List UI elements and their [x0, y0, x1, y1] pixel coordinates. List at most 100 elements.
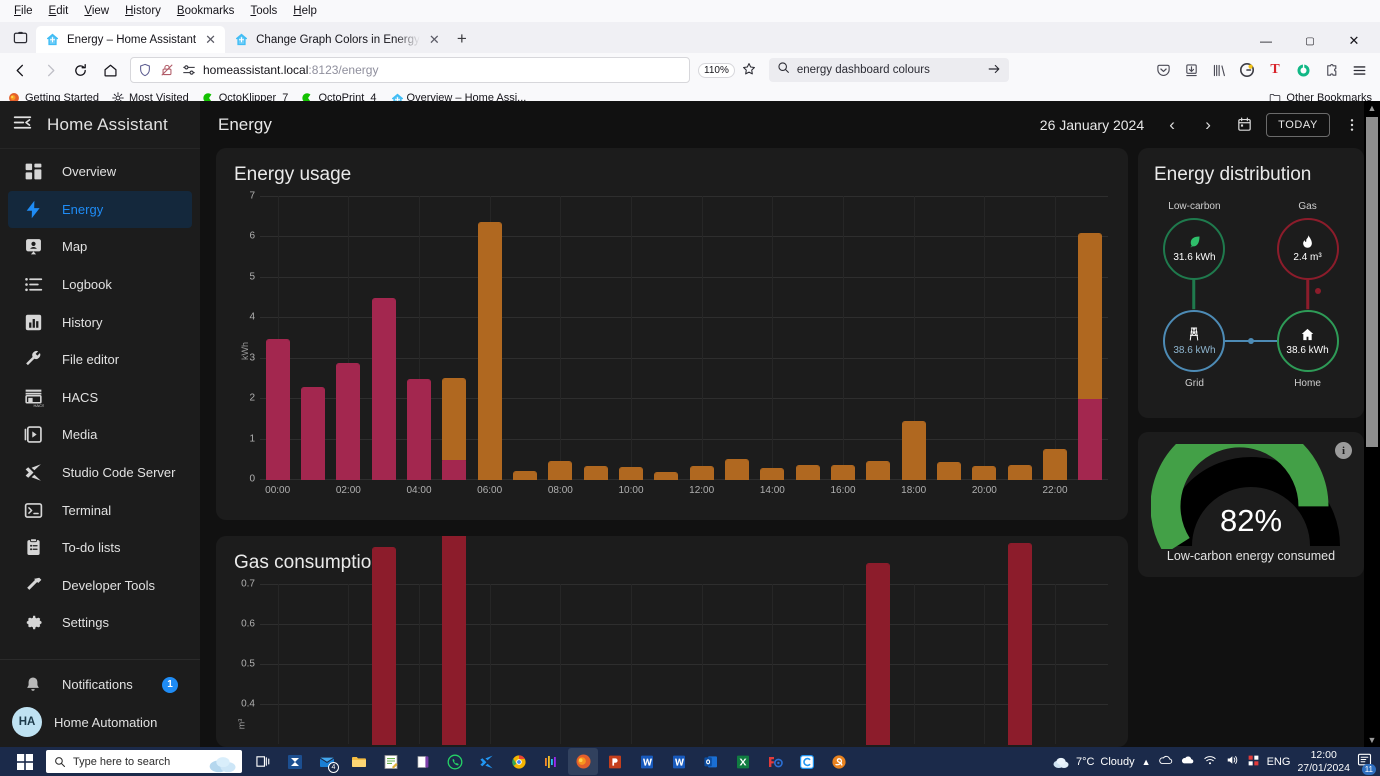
- chart-bar[interactable]: [302, 584, 324, 744]
- library-icon[interactable]: [1206, 57, 1232, 83]
- chart-bar[interactable]: [797, 584, 819, 744]
- taskbar-search-input[interactable]: Type here to search: [46, 750, 242, 773]
- sidebar-item-file-editor[interactable]: File editor: [8, 341, 192, 379]
- home-button[interactable]: [96, 57, 124, 83]
- new-tab-button[interactable]: +: [456, 29, 467, 48]
- chart-bar[interactable]: [1079, 584, 1101, 744]
- tab-close-icon[interactable]: ✕: [428, 32, 440, 47]
- chart-bar[interactable]: [903, 584, 925, 744]
- taskbar-weather[interactable]: 7°C Cloudy: [1052, 755, 1135, 769]
- taskbar-outlook-icon[interactable]: [696, 748, 726, 775]
- chart-bar[interactable]: [267, 584, 289, 744]
- sidebar-item-studio-code-server[interactable]: Studio Code Server: [8, 454, 192, 492]
- chart-bar[interactable]: [514, 584, 536, 744]
- permissions-icon[interactable]: [181, 63, 196, 78]
- windows-start-icon[interactable]: [4, 747, 46, 776]
- scrollbar-thumb[interactable]: [1366, 117, 1378, 447]
- chart-bar[interactable]: [1044, 584, 1066, 744]
- chart-bar[interactable]: [1007, 196, 1032, 480]
- sidebar-item-user[interactable]: HA Home Automation: [8, 703, 192, 741]
- page-scrollbar[interactable]: ▲ ▼: [1364, 101, 1380, 747]
- chart-bar[interactable]: [832, 584, 854, 744]
- taskbar-vscode-icon[interactable]: [472, 748, 502, 775]
- chart-bar[interactable]: [513, 196, 537, 481]
- taskbar-task-view-icon[interactable]: [248, 748, 278, 775]
- chart-bar[interactable]: [407, 196, 431, 481]
- taskbar-word-icon[interactable]: [632, 748, 662, 775]
- chart-bar[interactable]: [408, 584, 430, 744]
- chart-bar[interactable]: [1078, 196, 1103, 480]
- window-close-button[interactable]: ✕: [1348, 33, 1360, 48]
- sidebar-item-to-do-lists[interactable]: To-do lists: [8, 529, 192, 567]
- sidebar-item-settings[interactable]: Settings: [8, 604, 192, 642]
- menu-history[interactable]: History: [125, 5, 161, 17]
- bookmark-item[interactable]: OctoKlipper_7: [202, 92, 288, 104]
- forward-button[interactable]: [36, 57, 64, 83]
- menu-edit[interactable]: Edit: [48, 5, 69, 17]
- chart-bar[interactable]: [654, 196, 679, 481]
- window-minimize-button[interactable]: —: [1260, 34, 1272, 48]
- other-bookmarks-folder[interactable]: Other Bookmarks: [1269, 92, 1372, 104]
- chart-bar[interactable]: [655, 584, 677, 744]
- taskbar-notepad-app-icon[interactable]: [376, 748, 406, 775]
- chart-bar[interactable]: [725, 196, 749, 480]
- chart-bar[interactable]: [973, 584, 995, 744]
- taskbar-clock[interactable]: 12:00 27/01/2024: [1297, 749, 1350, 775]
- browser-tab-1[interactable]: Change Graph Colors in Energy ✕: [225, 26, 449, 53]
- distribution-node-gas[interactable]: 2.4 m³: [1276, 217, 1339, 280]
- chart-bar[interactable]: [620, 584, 642, 744]
- defender-icon[interactable]: [1247, 754, 1260, 770]
- sidebar-collapse-icon[interactable]: [12, 112, 33, 138]
- menu-file[interactable]: File: [14, 5, 33, 17]
- chart-bar[interactable]: [795, 196, 820, 480]
- chart-bar[interactable]: [866, 196, 891, 480]
- chart-bar[interactable]: [1043, 196, 1067, 480]
- taskbar-cura-icon[interactable]: [792, 748, 822, 775]
- chart-bar[interactable]: [583, 196, 608, 481]
- wifi-icon[interactable]: [1203, 754, 1217, 769]
- bookmark-item[interactable]: OctoPrint_4: [301, 92, 377, 104]
- chart-bar[interactable]: [726, 584, 748, 744]
- chart-bar[interactable]: [265, 196, 290, 481]
- chart-bar[interactable]: [442, 196, 467, 481]
- reload-button[interactable]: [66, 57, 94, 83]
- address-bar[interactable]: homeassistant.local:8123/energy: [130, 57, 690, 83]
- taskbar-mail-icon[interactable]: 4: [312, 748, 342, 775]
- tab-close-icon[interactable]: ✕: [205, 32, 217, 47]
- chart-bar[interactable]: [442, 536, 467, 745]
- gas-consumption-plot[interactable]: 0.4 0.5 0.6 0.7: [241, 536, 1108, 745]
- window-maximize-button[interactable]: ▢: [1305, 35, 1315, 47]
- sidebar-item-overview[interactable]: Overview: [8, 153, 192, 191]
- taskbar-file-explorer-icon[interactable]: [344, 748, 374, 775]
- search-input[interactable]: energy dashboard colours: [796, 64, 930, 76]
- chart-bar[interactable]: [337, 584, 359, 744]
- sidebar-item-media[interactable]: Media: [8, 416, 192, 454]
- zoom-level-badge[interactable]: 110%: [698, 62, 735, 78]
- sidebar-item-terminal[interactable]: Terminal: [8, 491, 192, 529]
- chart-bar[interactable]: [371, 547, 396, 745]
- calendar-icon[interactable]: [1230, 111, 1258, 139]
- menu-bookmarks[interactable]: Bookmarks: [176, 5, 235, 17]
- chevron-up-icon[interactable]: ▲: [1141, 756, 1151, 767]
- energy-usage-plot[interactable]: 0 1 2 3 4 5 6 7 00:00 02:00 04:00 06:00 08:00 10:00 12…: [249, 191, 1108, 496]
- save-to-pocket-icon[interactable]: [1178, 57, 1204, 83]
- back-button[interactable]: [6, 57, 34, 83]
- notification-center-icon[interactable]: 11: [1357, 752, 1376, 775]
- chart-bar[interactable]: [972, 196, 997, 480]
- taskbar-slicer-icon[interactable]: [824, 748, 854, 775]
- chart-bar[interactable]: [477, 196, 502, 480]
- extension-green-circle-icon[interactable]: [1290, 57, 1316, 83]
- chart-bar[interactable]: [619, 196, 643, 481]
- sidebar-item-energy[interactable]: Energy: [8, 190, 192, 229]
- menu-tools[interactable]: Tools: [250, 5, 278, 17]
- bookmark-star-icon[interactable]: [737, 62, 761, 79]
- dots-vertical-icon[interactable]: [1338, 111, 1366, 139]
- chart-bar[interactable]: [691, 584, 713, 744]
- distribution-node-low-carbon[interactable]: 31.6 kWh: [1163, 217, 1226, 280]
- scroll-up-arrow-icon[interactable]: ▲: [1367, 103, 1377, 113]
- search-go-arrow-icon[interactable]: [987, 62, 1001, 79]
- chart-bar[interactable]: [901, 196, 926, 481]
- chart-bar[interactable]: [761, 584, 783, 744]
- chart-bar[interactable]: [549, 584, 571, 744]
- menu-help[interactable]: Help: [293, 5, 317, 17]
